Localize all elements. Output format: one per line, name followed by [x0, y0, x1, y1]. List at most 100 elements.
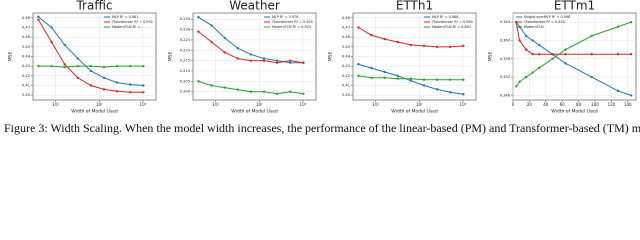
data-point [564, 48, 567, 51]
data-point [129, 83, 132, 86]
x-tick-label: 10² [416, 102, 423, 107]
data-point [102, 76, 106, 79]
data-point [538, 66, 541, 70]
data-point [551, 57, 554, 60]
data-point [383, 70, 386, 74]
legend-label: iTransformer R² = 0.960 [432, 20, 473, 24]
data-point [590, 75, 593, 79]
data-point [50, 64, 53, 68]
data-point [518, 39, 521, 42]
x-tick-label: 10² [256, 102, 263, 107]
legend-label: iTransformer R² = 0.955 [272, 20, 313, 24]
legend-label: MLP R² = 0.988 [432, 15, 458, 19]
legend-label: ModernTCN R² = – [112, 25, 143, 29]
y-tick-label: 0.210 [180, 69, 191, 73]
data-point [102, 65, 106, 69]
x-axis-label: Width of Model Used [231, 109, 278, 115]
data-point [357, 26, 360, 29]
data-point [63, 43, 66, 47]
data-point [409, 77, 413, 80]
y-tick-label: 0.360 [500, 38, 511, 42]
x-axis-label: Width of Model Used [71, 109, 118, 115]
data-point [435, 88, 439, 91]
data-point [115, 81, 119, 84]
y-tick-label: 0.230 [180, 28, 191, 32]
data-point [142, 64, 145, 68]
data-point [422, 84, 426, 87]
y-tick-label: 0.41 [342, 84, 350, 88]
x-tick-label: 140 [624, 102, 632, 107]
series-line [515, 21, 632, 87]
data-point [564, 62, 567, 65]
y-tick-label: 0.47 [342, 26, 350, 30]
y-tick-label: 0.200 [180, 90, 191, 94]
data-point [531, 71, 534, 74]
y-axis-label: MSE [8, 52, 14, 62]
data-point [262, 90, 266, 93]
data-point [37, 15, 40, 19]
x-axis-label: Width of Model Used [551, 109, 598, 115]
data-point [89, 64, 93, 68]
data-point [89, 69, 93, 73]
data-point [616, 53, 620, 56]
data-point [409, 79, 413, 82]
data-point [383, 37, 386, 41]
data-point [210, 40, 213, 44]
legend-label: ModernTCN R² = 0.851 [432, 25, 471, 29]
data-point [115, 64, 119, 68]
chart-title: Traffic [75, 0, 112, 13]
data-point [524, 34, 528, 38]
x-tick-label: 120 [608, 102, 616, 107]
data-point [197, 30, 200, 33]
data-point [223, 36, 226, 40]
page: Traffic 0.40 0.41 0.42 0.43 0.44 0.45 0.46 0.47 0… [4, 0, 640, 135]
y-tick-label: 0.364 [500, 20, 511, 24]
caption: Figure 3: Width Scaling. When the model … [4, 121, 640, 135]
x-axis-label: Width of Model Used [391, 109, 438, 115]
data-point [262, 59, 266, 62]
y-tick-label: 0.40 [22, 93, 31, 97]
y-tick-label: 0.46 [22, 35, 31, 39]
x-tick-label: 0 [512, 102, 515, 107]
data-point [357, 74, 360, 78]
data-point [236, 47, 239, 50]
x-tick-label: 10¹ [372, 102, 379, 107]
y-tick-label: 0.44 [342, 55, 351, 59]
data-point [515, 85, 518, 88]
chart-title: Weather [229, 0, 280, 13]
data-point [275, 92, 279, 95]
data-point [449, 78, 452, 81]
data-point [531, 53, 534, 56]
data-point [289, 90, 292, 93]
y-tick-label: 0.43 [22, 64, 30, 68]
legend-label: iTransformer R² = 0.992 [112, 20, 153, 24]
data-point [236, 88, 239, 91]
data-point [249, 59, 253, 62]
x-tick-label: 10³ [140, 102, 147, 107]
data-point [370, 66, 373, 70]
data-point [142, 91, 145, 94]
data-point [538, 53, 541, 56]
y-tick-label: 0.235 [180, 17, 190, 21]
legend-label: iTransformer R² = 0.925 [524, 20, 565, 24]
y-tick-label: 0.47 [22, 26, 30, 30]
data-point [76, 57, 79, 60]
data-point [63, 65, 66, 69]
legend-label: MLP R² = 0.981 [112, 15, 138, 19]
data-point [531, 39, 534, 42]
chart-title: ETTm1 [554, 0, 595, 13]
data-point [210, 84, 213, 87]
data-point [223, 86, 226, 89]
data-point [629, 94, 633, 97]
data-point [275, 59, 279, 62]
data-point [435, 78, 439, 81]
data-point [76, 76, 79, 79]
data-point [383, 76, 386, 79]
data-point [357, 63, 360, 66]
y-axis-label: MSE [328, 52, 334, 62]
x-tick-label: 10³ [460, 102, 467, 107]
x-tick-label: 100 [591, 102, 599, 107]
data-point [249, 90, 253, 93]
data-point [449, 91, 452, 94]
data-point [396, 40, 399, 44]
